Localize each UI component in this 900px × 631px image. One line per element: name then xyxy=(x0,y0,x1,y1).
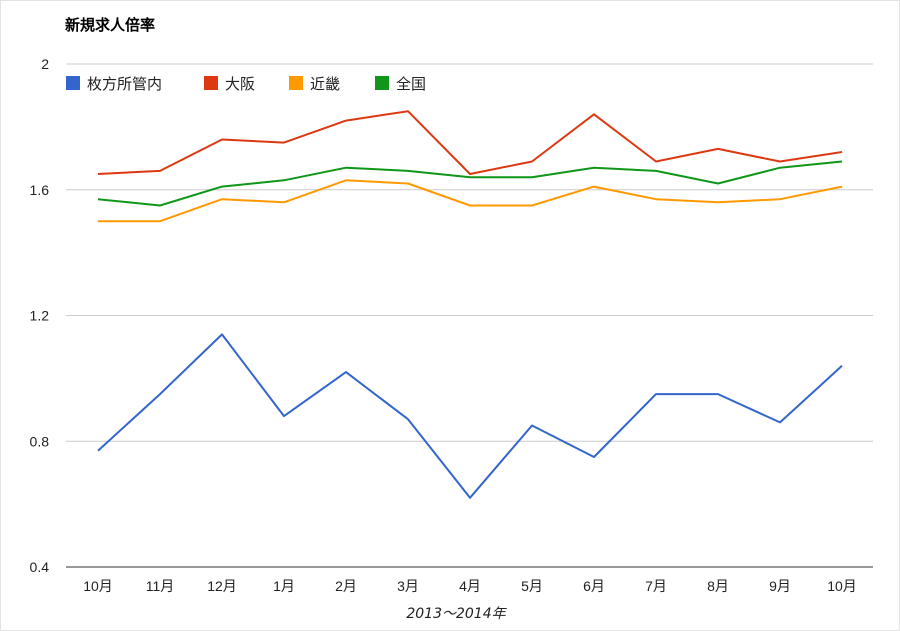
series-line-3 xyxy=(98,179,843,223)
x-tick-label: 10月 xyxy=(83,578,113,594)
y-tick-label: 1.6 xyxy=(30,182,50,198)
grid-lines xyxy=(66,63,873,568)
x-tick-label: 4月 xyxy=(459,578,481,594)
legend-swatch xyxy=(204,76,218,90)
series-line-1 xyxy=(97,333,843,499)
legend-swatch xyxy=(375,76,389,90)
x-axis-ticks: 10月 11月 12月 1月 2月 3月 4月 5月 6月 7月 8月 9月 10月 xyxy=(83,578,857,594)
y-tick-label: 0.8 xyxy=(30,433,50,449)
x-tick-label: 9月 xyxy=(769,578,791,594)
legend-item: 近畿 xyxy=(289,75,340,93)
y-tick-label: 0.4 xyxy=(30,559,50,575)
y-axis-ticks: 2 1.6 1.2 0.8 0.4 xyxy=(30,56,50,575)
legend-label: 全国 xyxy=(396,75,426,93)
series-line-4 xyxy=(97,160,843,207)
x-tick-label: 11月 xyxy=(146,578,175,594)
legend-swatch xyxy=(289,76,303,90)
series-lines xyxy=(97,110,843,499)
legend-label: 大阪 xyxy=(225,75,255,93)
series-line-2 xyxy=(97,110,843,175)
legend-item: 枚方所管内 xyxy=(66,75,162,93)
x-axis-label: 2013〜2014年 xyxy=(406,606,507,622)
x-tick-label: 3月 xyxy=(397,578,419,594)
legend-item: 全国 xyxy=(375,75,426,93)
y-tick-label: 1.2 xyxy=(30,308,50,324)
x-tick-label: 5月 xyxy=(521,578,543,594)
x-tick-label: 6月 xyxy=(583,578,605,594)
x-tick-label: 8月 xyxy=(707,578,729,594)
chart-title: 新規求人倍率 xyxy=(65,16,155,34)
legend-item: 大阪 xyxy=(204,75,255,93)
x-tick-label: 12月 xyxy=(207,578,237,594)
legend: 枚方所管内 大阪 近畿 全国 xyxy=(66,75,426,93)
legend-label: 近畿 xyxy=(310,75,340,93)
y-tick-label: 2 xyxy=(41,56,49,72)
legend-label: 枚方所管内 xyxy=(87,75,162,93)
x-tick-label: 10月 xyxy=(827,578,857,594)
x-tick-label: 1月 xyxy=(273,578,295,594)
x-tick-label: 7月 xyxy=(645,578,667,594)
legend-swatch xyxy=(66,76,80,90)
x-tick-label: 2月 xyxy=(335,578,357,594)
